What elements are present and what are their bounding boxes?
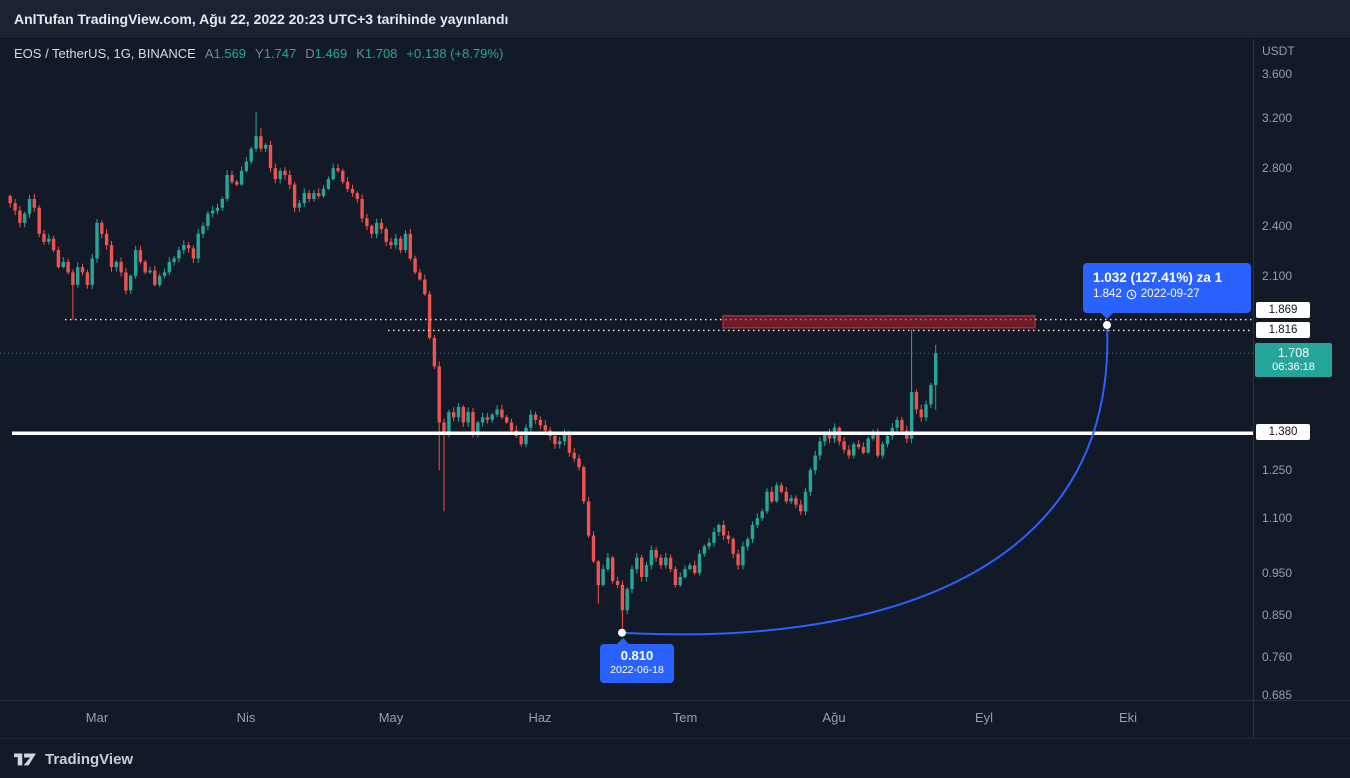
arc-end-dot[interactable] (1103, 321, 1111, 329)
tradingview-brand-text: TradingView (45, 750, 134, 768)
ohlc-low: D1.469 (305, 46, 348, 61)
arc-end-price: 1.842 (1093, 288, 1122, 300)
current-price-label: 1.708 06:36:18 (1255, 343, 1332, 378)
published-bar: AnlTufan TradingView.com, Ağu 22, 2022 2… (0, 0, 1350, 39)
symbol-legend: EOS / TetherUS, 1G, BINANCE A1.569 Y1.74… (14, 46, 503, 61)
resistance-zone[interactable] (722, 315, 1036, 329)
price-tick: 0.950 (1262, 566, 1293, 580)
price-line-label: 1.380 (1256, 424, 1310, 441)
month-label: Ağu (822, 710, 846, 725)
currency-label: USDT (1262, 44, 1295, 58)
symbol-title[interactable]: EOS / TetherUS, 1G, BINANCE (14, 46, 196, 61)
month-label: May (378, 710, 404, 725)
time-axis[interactable]: Mar Nis May Haz Tem Ağu Eyl Eki (0, 700, 1350, 738)
month-label: Nis (236, 710, 256, 725)
arc-end-callout[interactable]: 1.032 (127.41%) za 1 1.842 2022-09-27 (1083, 263, 1251, 319)
arc-end-date: 2022-09-27 (1140, 288, 1200, 300)
price-tick: 2.400 (1262, 218, 1293, 233)
arc-start-price: 0.810 (620, 648, 654, 663)
arc-end-detail: 1.842 2022-09-27 (1093, 288, 1251, 300)
tradingview-logo-icon (14, 753, 36, 766)
arc-start-callout[interactable]: 0.810 2022-06-18 (600, 638, 674, 683)
trend-arc[interactable] (621, 324, 1109, 636)
month-label: Mar (85, 710, 109, 725)
price-tick: 1.250 (1262, 463, 1293, 478)
current-price-value: 1.708 (1277, 346, 1310, 361)
tradingview-footer-link[interactable]: TradingView (12, 745, 133, 773)
ohlc-close: K1.708 (356, 46, 398, 61)
arc-start-dot[interactable] (618, 628, 626, 637)
footer-separator (0, 738, 1350, 739)
time-axis-separator (0, 700, 1350, 701)
published-info: AnlTufan TradingView.com, Ağu 22, 2022 2… (14, 11, 509, 27)
price-tick: 3.200 (1262, 111, 1293, 126)
price-tick: 0.685 (1262, 688, 1293, 703)
change-value: +0.138 (+8.79%) (406, 46, 504, 61)
arc-change-text: 1.032 (127.41%) za 1 (1093, 270, 1223, 285)
price-tick: 1.100 (1262, 511, 1293, 526)
price-tick: 2.100 (1262, 268, 1293, 283)
ohlc-high: Y1.747 (255, 46, 297, 61)
month-label: Eki (1118, 710, 1138, 725)
arc-start-date: 2022-06-18 (610, 664, 664, 676)
candles-layer (8, 112, 938, 633)
price-tick: 2.800 (1262, 161, 1293, 176)
clock-icon (1126, 289, 1137, 299)
price-line-label: 1.816 (1256, 322, 1310, 339)
ohlc-open: A1.569 (204, 46, 247, 61)
callout-pointer-up (617, 638, 629, 644)
price-tick: 0.760 (1262, 649, 1293, 664)
price-tick: 0.850 (1262, 607, 1293, 622)
month-label: Haz (528, 710, 552, 725)
month-label: Tem (672, 710, 698, 725)
price-line-label: 1.869 (1256, 301, 1310, 318)
price-tick: 3.600 (1262, 67, 1293, 82)
price-axis-separator (1253, 38, 1254, 738)
bar-countdown: 06:36:18 (1272, 361, 1315, 374)
callout-pointer-down (1101, 313, 1113, 319)
month-label: Eyl (974, 710, 994, 725)
